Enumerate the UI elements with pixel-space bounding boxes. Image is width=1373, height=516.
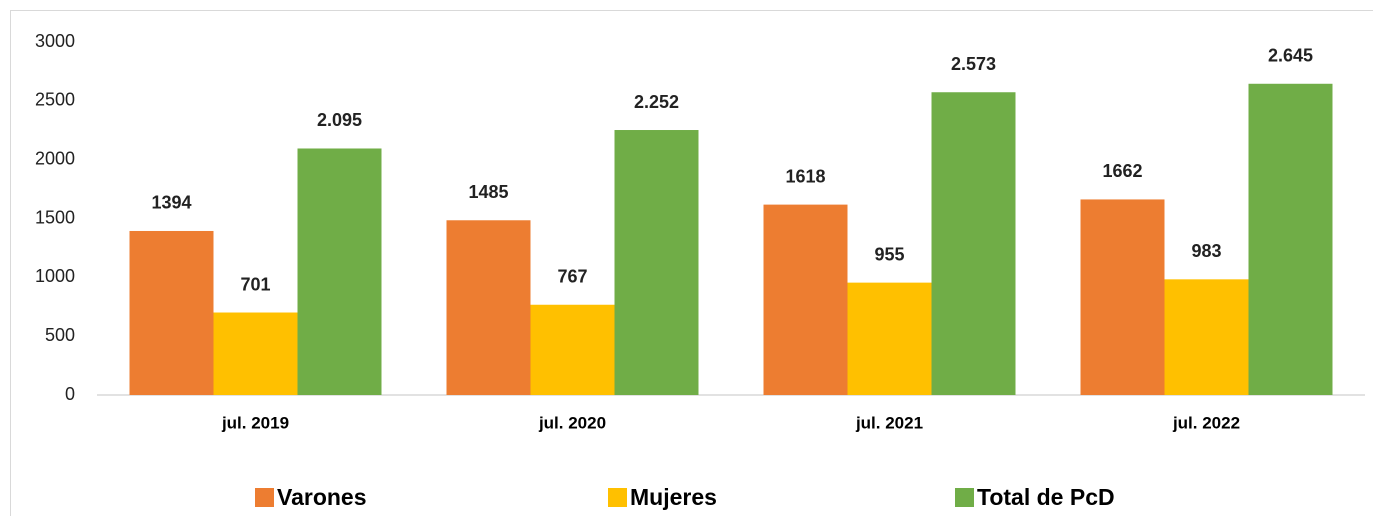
data-label: 1394 <box>151 193 191 213</box>
bar <box>1080 199 1165 395</box>
legend-swatch <box>608 488 627 507</box>
y-tick-label: 3000 <box>35 31 75 51</box>
x-tick-label: jul. 2021 <box>855 413 923 432</box>
data-label: 1662 <box>1102 161 1142 181</box>
bar <box>129 230 214 395</box>
x-tick-label: jul. 2020 <box>538 413 606 432</box>
y-tick-label: 0 <box>65 384 75 404</box>
data-label: 1485 <box>468 182 508 202</box>
data-label: 2.573 <box>951 54 996 74</box>
bar <box>847 282 932 395</box>
y-tick-label: 500 <box>45 325 75 345</box>
bar <box>763 204 848 395</box>
chart-border <box>10 10 1373 516</box>
data-label: 983 <box>1191 241 1221 261</box>
bar <box>213 312 298 395</box>
bar <box>446 220 531 395</box>
data-label: 767 <box>557 266 587 286</box>
bar <box>931 92 1016 396</box>
x-tick-label: jul. 2019 <box>221 413 289 432</box>
legend-label: Total de PcD <box>977 484 1115 510</box>
legend-label: Varones <box>277 484 367 510</box>
y-tick-label: 2000 <box>35 148 75 168</box>
y-tick-label: 1000 <box>35 266 75 286</box>
bar <box>297 148 382 395</box>
data-label: 701 <box>240 274 270 294</box>
x-tick-label: jul. 2022 <box>1172 413 1240 432</box>
bar <box>1248 83 1333 395</box>
data-label: 2.252 <box>634 92 679 112</box>
legend-swatch <box>955 488 974 507</box>
data-label: 955 <box>874 244 904 264</box>
bar <box>530 304 615 395</box>
bar <box>614 130 699 396</box>
data-label: 2.095 <box>317 110 362 130</box>
y-tick-label: 1500 <box>35 207 75 227</box>
legend-swatch <box>255 488 274 507</box>
y-tick-label: 2500 <box>35 90 75 110</box>
data-label: 1618 <box>785 166 825 186</box>
data-label: 2.645 <box>1268 46 1313 66</box>
bar <box>1164 279 1249 395</box>
legend-label: Mujeres <box>630 484 717 510</box>
